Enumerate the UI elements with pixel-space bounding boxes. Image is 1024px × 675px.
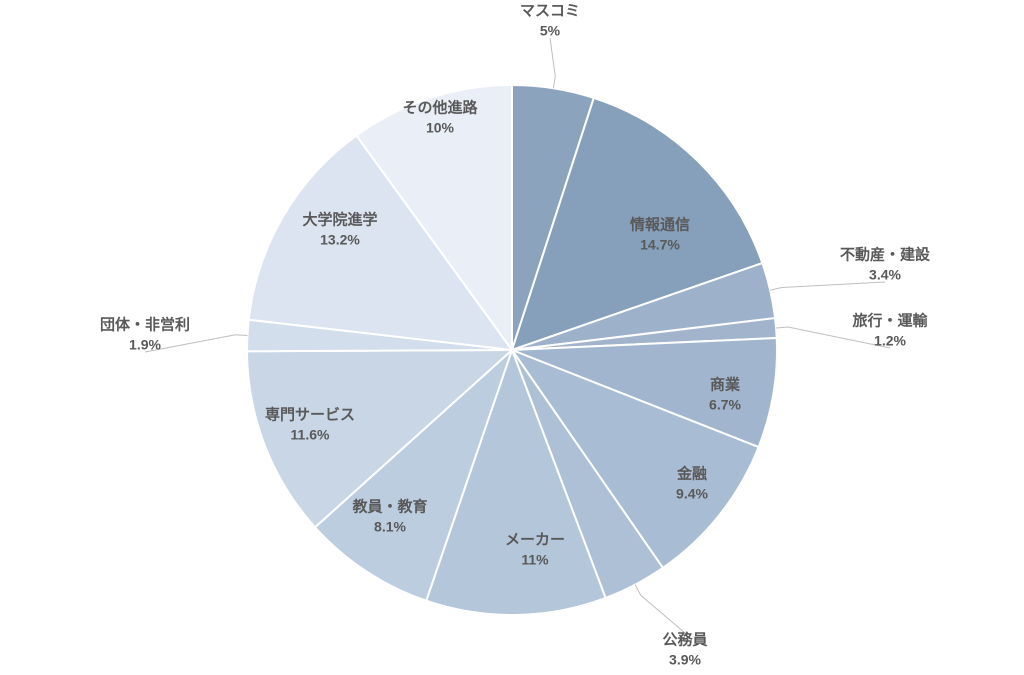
slice-label-value: 13.2% [302,231,377,250]
slice-label: 情報通信14.7% [630,215,690,254]
slice-label-value: 5% [520,22,580,41]
slice-label-name: 情報通信 [630,215,690,235]
slice-label: 公務員3.9% [662,630,707,669]
slice-label-name: 商業 [709,375,741,395]
slice-label: 商業6.7% [709,375,741,414]
slice-label-name: マスコミ [520,1,580,21]
slice-label-value: 3.9% [662,651,707,670]
slice-label-name: 金融 [676,464,708,484]
leader-line [550,38,555,88]
slice-label: 専門サービス11.6% [265,405,355,444]
slice-label-value: 11.6% [265,426,355,445]
slice-label: 不動産・建設3.4% [840,245,930,284]
slice-label: 大学院進学13.2% [302,210,377,249]
leader-line [635,585,685,633]
slice-label-name: 教員・教育 [352,497,427,517]
slice-label-value: 6.7% [709,396,741,415]
slice-label-name: 団体・非営利 [100,315,190,335]
slice-label-value: 3.4% [840,266,930,285]
slice-label: マスコミ5% [520,1,580,40]
slice-label-name: 大学院進学 [302,210,377,230]
slice-label-value: 14.7% [630,236,690,255]
slice-label-value: 1.2% [852,332,927,351]
slice-label: 旅行・運輸1.2% [852,311,927,350]
slice-label-value: 8.1% [352,518,427,537]
slice-label-value: 11% [505,551,565,570]
slice-label: 金融9.4% [676,464,708,503]
slice-label: 教員・教育8.1% [352,497,427,536]
slice-label: 団体・非営利1.9% [100,315,190,354]
slice-label-value: 9.4% [676,485,708,504]
slice-label-value: 10% [402,119,477,138]
slice-label-name: 不動産・建設 [840,245,930,265]
pie-chart: マスコミ5% 情報通信14.7% 不動産・建設3.4% 旅行・運輸1.2% 商業6.7%… [0,0,1024,675]
slice-label: メーカー11% [505,530,565,569]
slice-label-name: その他進路 [402,98,477,118]
slice-label-name: 公務員 [662,630,707,650]
slice-label-value: 1.9% [100,336,190,355]
slice-label-name: メーカー [505,530,565,550]
slice-label: その他進路10% [402,98,477,137]
slice-label-name: 旅行・運輸 [852,311,927,331]
slice-label-name: 専門サービス [265,405,355,425]
